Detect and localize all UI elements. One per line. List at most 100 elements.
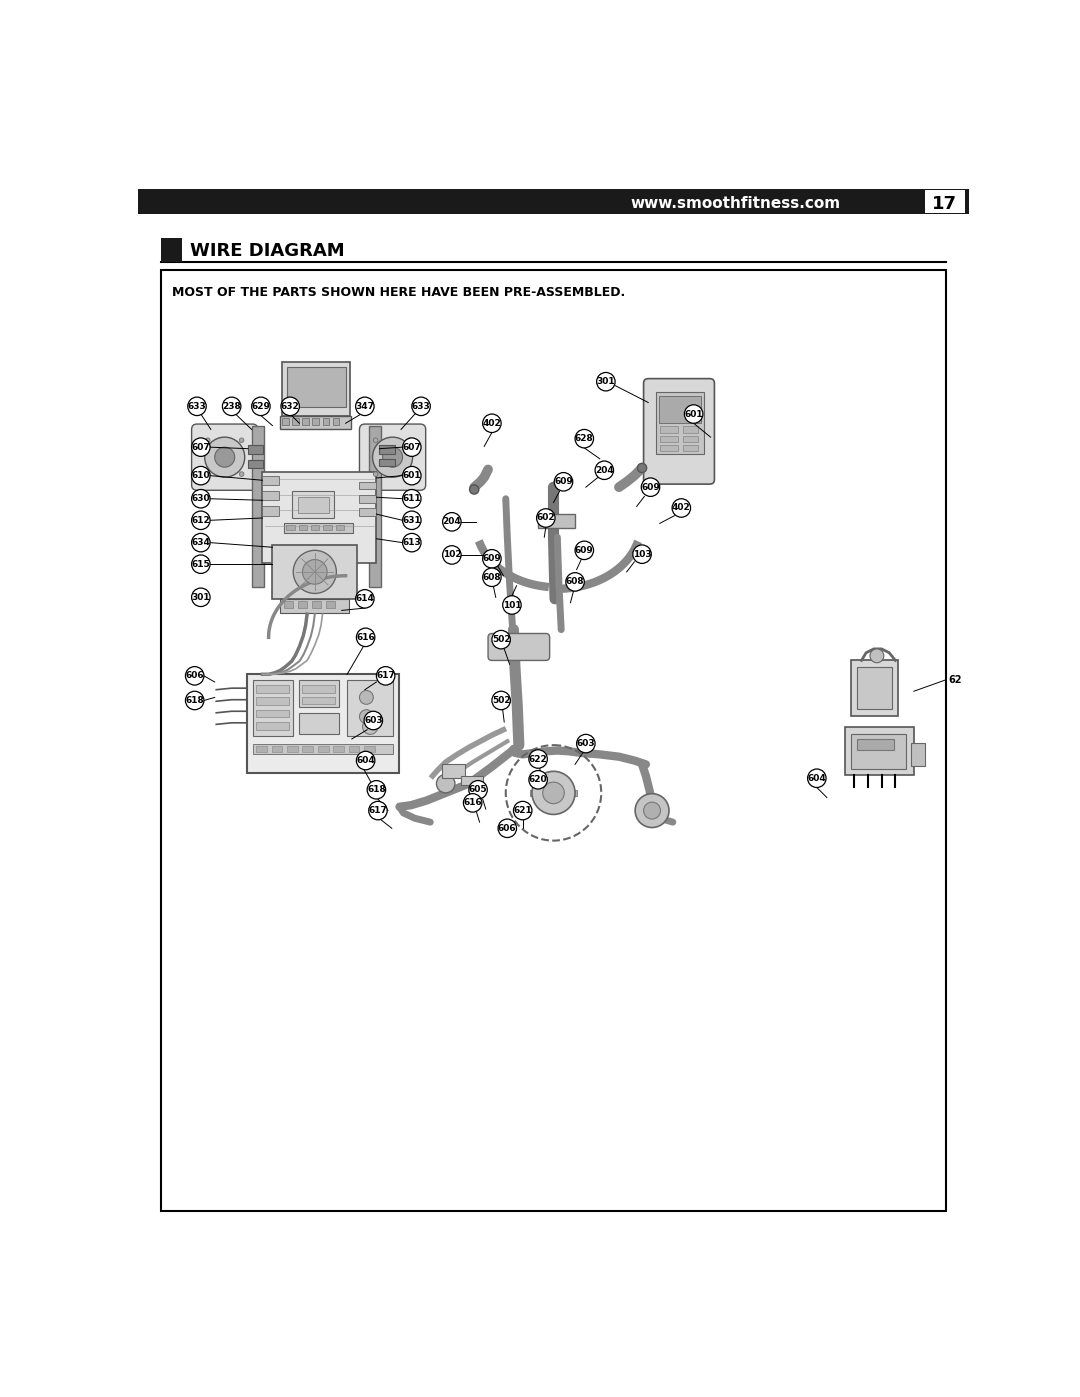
Bar <box>683 444 699 451</box>
Text: 204: 204 <box>443 517 461 527</box>
Bar <box>302 418 309 425</box>
Circle shape <box>355 397 374 415</box>
Circle shape <box>186 692 204 710</box>
Circle shape <box>356 752 375 770</box>
Circle shape <box>870 648 883 662</box>
Text: 606: 606 <box>186 672 204 680</box>
Bar <box>538 514 575 528</box>
Text: 629: 629 <box>252 402 270 411</box>
Bar <box>683 426 699 433</box>
Text: 301: 301 <box>191 592 211 602</box>
Circle shape <box>240 437 244 443</box>
Bar <box>360 495 377 503</box>
Text: 102: 102 <box>443 550 461 559</box>
Circle shape <box>554 472 572 490</box>
Text: 609: 609 <box>642 483 660 492</box>
Circle shape <box>436 774 455 793</box>
Text: 610: 610 <box>191 471 211 481</box>
Circle shape <box>644 802 661 819</box>
Bar <box>299 712 339 735</box>
Circle shape <box>407 437 411 443</box>
Circle shape <box>403 489 421 509</box>
Circle shape <box>191 588 211 606</box>
Circle shape <box>595 461 613 479</box>
Bar <box>924 190 966 214</box>
Text: 611: 611 <box>403 495 421 503</box>
Text: 601: 601 <box>685 409 703 419</box>
Bar <box>333 418 339 425</box>
Circle shape <box>367 781 386 799</box>
Bar <box>161 239 183 261</box>
Circle shape <box>575 429 594 448</box>
Circle shape <box>302 560 327 584</box>
Text: 618: 618 <box>367 785 386 795</box>
Text: 603: 603 <box>364 717 382 725</box>
Circle shape <box>491 630 511 648</box>
Text: 103: 103 <box>633 549 651 559</box>
Circle shape <box>377 666 395 685</box>
Circle shape <box>407 472 411 476</box>
Text: 402: 402 <box>672 503 691 513</box>
Circle shape <box>483 414 501 433</box>
Bar <box>256 722 288 729</box>
Bar <box>293 418 299 425</box>
Text: 616: 616 <box>356 633 375 641</box>
Bar <box>287 367 346 407</box>
Circle shape <box>498 819 516 838</box>
Circle shape <box>685 405 703 423</box>
Text: 609: 609 <box>554 478 572 486</box>
Bar <box>323 418 329 425</box>
Circle shape <box>403 467 421 485</box>
Text: 604: 604 <box>356 756 375 766</box>
Text: 614: 614 <box>355 594 375 604</box>
Text: 608: 608 <box>566 577 584 587</box>
Text: 630: 630 <box>191 495 211 503</box>
Circle shape <box>374 472 378 476</box>
Bar <box>368 426 381 587</box>
Circle shape <box>191 555 211 573</box>
Bar <box>349 746 360 752</box>
Circle shape <box>252 397 270 415</box>
Bar <box>660 444 678 451</box>
Text: 607: 607 <box>191 443 211 451</box>
Text: 633: 633 <box>188 402 206 411</box>
Bar <box>442 764 465 778</box>
Bar <box>530 789 577 796</box>
Circle shape <box>463 793 482 812</box>
Circle shape <box>360 710 374 724</box>
Bar <box>845 728 914 775</box>
Text: 502: 502 <box>491 636 511 644</box>
Circle shape <box>403 534 421 552</box>
Bar <box>660 436 678 441</box>
Text: 17: 17 <box>932 194 957 212</box>
Bar <box>286 525 295 531</box>
Circle shape <box>566 573 584 591</box>
Bar <box>660 426 678 433</box>
Circle shape <box>637 464 647 472</box>
Circle shape <box>808 768 826 788</box>
Text: 347: 347 <box>355 402 375 411</box>
Text: 631: 631 <box>403 515 421 525</box>
Circle shape <box>356 629 375 647</box>
Circle shape <box>191 534 211 552</box>
Text: www.smoothfitness.com: www.smoothfitness.com <box>631 197 840 211</box>
Text: 633: 633 <box>411 402 431 411</box>
Bar <box>161 270 946 1211</box>
Text: 62: 62 <box>948 675 962 685</box>
Text: 402: 402 <box>483 419 501 427</box>
Circle shape <box>443 546 461 564</box>
Text: 617: 617 <box>376 672 395 680</box>
Circle shape <box>205 472 211 476</box>
Bar <box>360 482 377 489</box>
Circle shape <box>355 590 374 608</box>
Bar <box>262 490 280 500</box>
Circle shape <box>403 437 421 457</box>
Circle shape <box>364 711 382 729</box>
Bar <box>247 460 264 468</box>
Bar <box>292 490 334 518</box>
Circle shape <box>382 447 403 467</box>
Bar <box>659 395 701 422</box>
Text: 628: 628 <box>575 434 594 443</box>
Bar <box>272 746 283 752</box>
Bar <box>910 743 924 766</box>
